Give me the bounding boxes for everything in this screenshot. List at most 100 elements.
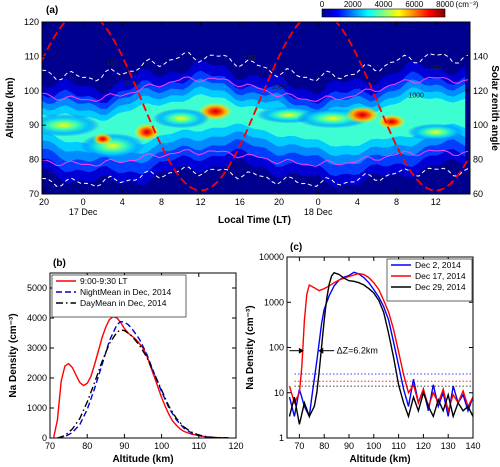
- x-tick-label: 0: [81, 197, 86, 207]
- legend-label: Dec 29, 2014: [415, 282, 466, 292]
- solar-zenith-angle-line: [42, 22, 469, 192]
- y-tick-label: 110: [25, 51, 39, 61]
- panel-c-series: [288, 271, 473, 425]
- sodium-density-heatmap: [42, 59, 466, 188]
- legend-box: [51, 274, 187, 318]
- x-tick-label: 16: [235, 197, 245, 207]
- x-tick-label: 70: [45, 441, 55, 451]
- contour-label: 1000: [271, 84, 287, 91]
- y-tick-label: 100: [24, 86, 39, 96]
- y-tick-label: 120: [24, 17, 39, 27]
- legend-label: 9:00-9:30 LT: [80, 276, 128, 286]
- x-tick-label: 20: [274, 197, 284, 207]
- contour-label: 1000: [124, 81, 140, 88]
- legend-box: [386, 258, 473, 302]
- arrow-left-head: [298, 347, 304, 354]
- x-tick-label: 12: [196, 197, 206, 207]
- panel-a-frame: [41, 21, 471, 195]
- date-label: 18 Dec: [304, 207, 333, 217]
- date-label: 17 Dec: [69, 207, 98, 217]
- x-tick-label: 4: [355, 197, 360, 207]
- x-tick-label: 8: [394, 197, 399, 207]
- series-line-0: [53, 315, 229, 438]
- y-tick-label: 4000: [27, 313, 47, 323]
- y2-tick-label: 140: [473, 51, 488, 61]
- y-tick-label: 70: [29, 189, 39, 199]
- panel-label: (b): [53, 258, 66, 269]
- colorbar-tick-label: 4000: [375, 0, 393, 9]
- panel-label: (c): [290, 242, 302, 253]
- density-peak-9: [377, 114, 406, 129]
- x-tick-label: 90: [119, 441, 129, 451]
- x-tick-label: 12: [431, 197, 441, 207]
- colorbar-tick-label: 0: [320, 0, 325, 9]
- solar-zenith-curve: [42, 22, 469, 192]
- panel-b-profile: 70 80 90 100 110 120 0 1000 2000 3000 4000 5000 Alti…: [8, 258, 244, 465]
- y2-tick-label: 60: [473, 189, 483, 199]
- x-tick-label: 120: [228, 441, 243, 451]
- legend-label: Dec 2, 2014: [415, 260, 461, 270]
- colorbar-tick-label: 2000: [344, 0, 362, 9]
- y-tick-label: 1000: [264, 297, 284, 307]
- y2-axis-title: Solar zenith angle: [489, 65, 500, 151]
- density-peak-0: [42, 114, 100, 137]
- contour-label: 100: [244, 55, 256, 62]
- contour-100-bottom: [42, 166, 469, 188]
- legend-label: DayMean in Dec, 2014: [80, 298, 167, 308]
- arrow-right-head: [318, 347, 324, 354]
- panel-c-profile: ΔZ=6.2km 70 80 90 100 110 120 130 1401101001000…: [245, 242, 481, 465]
- panel-a-axes: 20 0 4 8 12 16 20 0 4 8 12 17 Dec 18 Dec 70 80 90 100 110…: [5, 5, 500, 226]
- x-tick-label: 100: [366, 441, 381, 451]
- x-tick-label: 100: [154, 441, 169, 451]
- x-tick-label: 8: [159, 197, 164, 207]
- panel-b-frame: [49, 272, 237, 439]
- y2-tick-label: 80: [473, 155, 483, 165]
- contour-1000-bottom: [42, 149, 469, 167]
- colorbar: 0 2000 4000 6000 8000 (cm⁻³): [320, 0, 479, 18]
- y2-tick-label: 120: [473, 86, 488, 96]
- x-tick-label: 130: [441, 441, 456, 451]
- y-tick-label: 3000: [27, 343, 47, 353]
- colorbar-tick-label: 8000: [436, 0, 454, 9]
- x-tick-label: 80: [319, 441, 329, 451]
- x-tick-label: 70: [294, 441, 304, 451]
- y-tick-label: 100: [269, 343, 284, 353]
- legend-label: Dec 17, 2014: [415, 271, 466, 281]
- y-tick-label: 1000: [27, 403, 47, 413]
- contour-label: 100: [107, 60, 119, 67]
- x-tick-label: 0: [316, 197, 321, 207]
- series-line-1: [288, 272, 473, 414]
- x-axis-title: Altitude (km): [112, 454, 173, 465]
- x-tick-label: 4: [120, 197, 125, 207]
- contour-100-top: [42, 52, 469, 82]
- y-axis-title: Altitude (km): [5, 77, 16, 138]
- density-contours: 1000 1000 1000 100 100 100: [42, 52, 469, 188]
- density-peak-1: [80, 133, 145, 159]
- series-line-2: [288, 271, 473, 425]
- y2-tick-label: 100: [473, 120, 488, 130]
- panel-label-a: (a): [46, 5, 58, 16]
- colorbar-scale: [321, 8, 446, 18]
- y-axis-title: Na Density (cm⁻³): [8, 313, 19, 397]
- x-tick-label: 90: [344, 441, 354, 451]
- colorbar-unit: (cm⁻³): [456, 0, 479, 9]
- x-tick-label: 120: [416, 441, 431, 451]
- y-tick-label: 1: [279, 433, 284, 443]
- colorbar-tick-label: 6000: [405, 0, 423, 9]
- y-tick-label: 2000: [27, 373, 47, 383]
- panel-c-axes: 70 80 90 100 110 120 130 140110100100010000Alti…: [245, 242, 481, 465]
- x-tick-label: 110: [192, 441, 206, 451]
- y-axis-title: Na Density (cm⁻³): [245, 305, 256, 389]
- x-tick-label: 140: [465, 441, 480, 451]
- contour-1000-top: [42, 76, 469, 103]
- panel-c-annotation: ΔZ=6.2km: [289, 346, 473, 387]
- density-peak-2: [92, 133, 113, 145]
- y-tick-label: 10000: [259, 252, 284, 262]
- density-peak-8: [345, 106, 380, 124]
- x-axis-title: Local Time (LT): [218, 215, 291, 226]
- x-tick-label: 20: [39, 197, 49, 207]
- series-line-2: [57, 329, 229, 438]
